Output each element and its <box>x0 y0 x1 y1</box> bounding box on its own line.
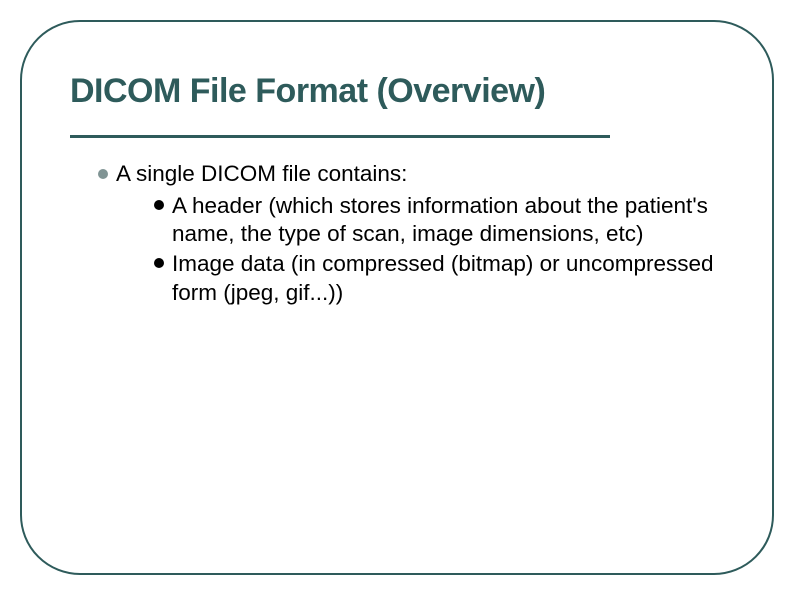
circle-bullet-icon <box>154 200 164 210</box>
bullet-level2-item: Image data (in compressed (bitmap) or un… <box>154 250 724 306</box>
slide-content: A single DICOM file contains: A header (… <box>70 160 724 307</box>
circle-bullet-icon <box>98 169 108 179</box>
level1-text: A single DICOM file contains: <box>116 161 407 186</box>
bullet-level2-item: A header (which stores information about… <box>154 192 724 248</box>
level2-text: Image data (in compressed (bitmap) or un… <box>172 251 714 304</box>
level2-text: A header (which stores information about… <box>172 193 708 246</box>
bullet-level1: A single DICOM file contains: <box>98 160 724 188</box>
bullet-level2-list: A header (which stores information about… <box>98 192 724 307</box>
slide-title: DICOM File Format (Overview) <box>70 72 724 111</box>
slide-frame: DICOM File Format (Overview) A single DI… <box>20 20 774 575</box>
circle-bullet-icon <box>154 258 164 268</box>
title-divider <box>70 135 610 138</box>
